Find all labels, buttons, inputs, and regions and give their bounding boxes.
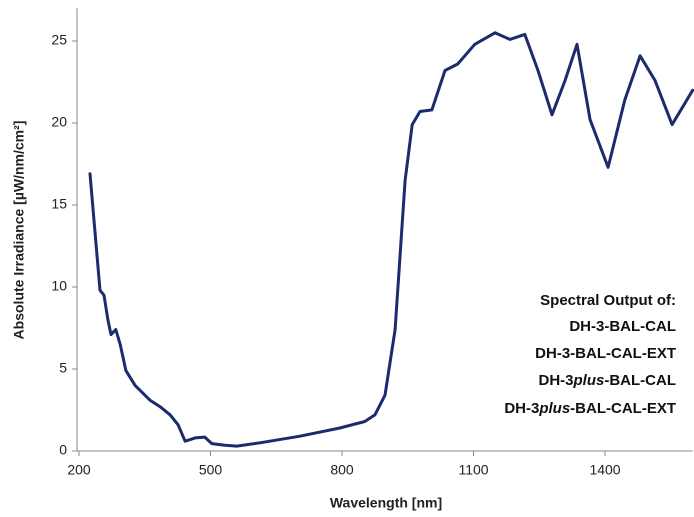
x-tick-label: 800 xyxy=(330,462,354,478)
x-tick-label: 1100 xyxy=(458,462,488,478)
annotation-line: DH-3-BAL-CAL-EXT xyxy=(535,345,676,362)
annotation-part: DH-3 xyxy=(538,372,573,389)
annotation-line: DH-3plus-BAL-CAL xyxy=(538,372,676,389)
data-line xyxy=(88,31,694,448)
annotation-part: DH-3 xyxy=(504,400,539,417)
y-axis-label: Absolute Irradiance [µW/nm/cm²] xyxy=(11,121,27,340)
annotation-part: -BAL-CAL xyxy=(604,372,676,389)
annotation-part: -BAL-CAL-EXT xyxy=(570,400,676,417)
y-tick-label: 10 xyxy=(51,278,67,294)
y-tick-label: 15 xyxy=(51,196,67,212)
y-tick-label: 5 xyxy=(59,360,67,376)
y-tick-label: 20 xyxy=(51,114,67,130)
x-axis-label: Wavelength [nm] xyxy=(330,495,442,511)
x-tick-label: 1400 xyxy=(589,462,620,478)
y-tick-label: 0 xyxy=(59,442,67,458)
y-tick-label: 25 xyxy=(51,32,67,48)
annotation-line: DH-3plus-BAL-CAL-EXT xyxy=(504,400,676,417)
annotation-part: plus xyxy=(573,372,605,389)
annotation-line: Spectral Output of: xyxy=(540,292,676,309)
annotation-part: plus xyxy=(538,400,570,417)
annotation-line: DH-3-BAL-CAL xyxy=(569,318,676,335)
x-tick-label: 200 xyxy=(67,462,91,478)
x-tick-label: 500 xyxy=(199,462,223,478)
